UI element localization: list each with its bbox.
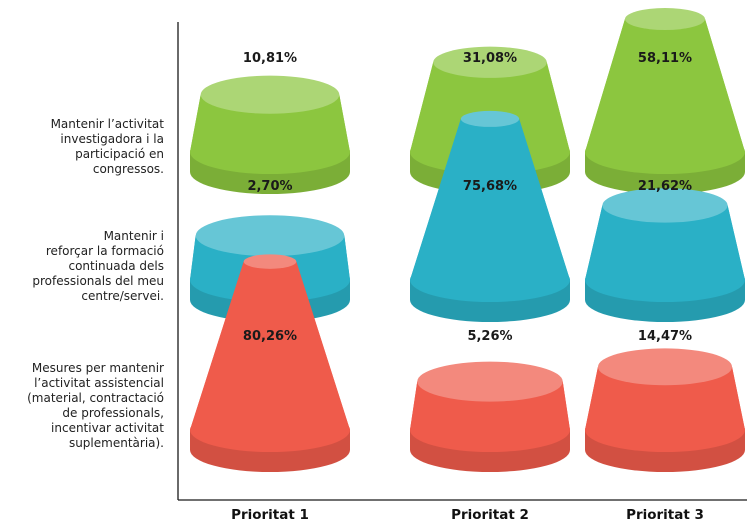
frustum-top-cap: [243, 254, 297, 269]
row-label-line: suplementària).: [69, 436, 164, 450]
value-label: 14,47%: [638, 329, 692, 344]
value-label: 75,68%: [463, 179, 517, 194]
value-label: 2,70%: [247, 179, 292, 194]
chart-shapes: [190, 8, 745, 472]
value-label: 80,26%: [243, 329, 297, 344]
frustum-2-2: [410, 110, 570, 322]
frustum-body-front: [585, 19, 745, 152]
frustum-top-cap: [460, 110, 520, 127]
frustum-top-cap: [602, 188, 728, 223]
frustum-1-1: [190, 75, 350, 194]
row-label-line: congressos.: [93, 162, 164, 176]
category-label: Prioritat 1: [231, 507, 309, 523]
frustum-body-front: [585, 366, 745, 430]
value-label: 5,26%: [467, 329, 512, 344]
row-label-line: continuada dels: [68, 259, 164, 273]
frustum-top-cap: [433, 46, 547, 78]
row-label-line: l’activitat assistencial: [34, 376, 164, 390]
frustum-top-cap: [200, 75, 340, 114]
frustum-3-1: [190, 254, 350, 472]
row-label-line: Mantenir l’activitat: [51, 117, 165, 131]
value-label: 58,11%: [638, 51, 692, 66]
frustum-top-cap: [195, 215, 345, 257]
frustum-body-front: [190, 261, 350, 430]
column-labels: Prioritat 1 Prioritat 2 Prioritat 3: [231, 507, 704, 523]
frustum-3-3: [585, 348, 745, 472]
frustum-body-front: [585, 205, 745, 280]
row-label-line: incentivar activitat: [51, 421, 164, 435]
row-label-line: professionals del meu: [32, 274, 164, 288]
row-label-line: centre/servei.: [81, 289, 164, 303]
frustum-3-2: [410, 361, 570, 472]
frustum-top-cap: [597, 348, 733, 386]
row-label-line: reforçar la formació: [46, 244, 164, 258]
value-label: 31,08%: [463, 51, 517, 66]
value-labels: 10,81% 31,08% 58,11% 2,70% 75,68% 21,62% 80,26…: [243, 51, 692, 344]
frustum-body-front: [410, 62, 570, 152]
row-label-line: Mantenir i: [104, 229, 164, 243]
category-label: Prioritat 2: [451, 507, 529, 523]
chart-axes: [177, 22, 747, 501]
value-label: 10,81%: [243, 51, 297, 66]
frustum-1-3: [585, 8, 745, 194]
category-label: Prioritat 3: [626, 507, 704, 523]
row-label-line: de professionals,: [62, 406, 164, 420]
value-label: 21,62%: [638, 179, 692, 194]
row-label-line: participació en: [75, 147, 164, 161]
row-label-line: Mesures per mantenir: [32, 361, 164, 375]
row-label-line: investigadora i la: [60, 132, 164, 146]
frustum-body-front: [410, 118, 570, 280]
frustum-2-3: [585, 188, 745, 322]
frustum-top-cap: [417, 361, 563, 402]
frustum-top-cap: [624, 8, 706, 31]
row-label-line: (material, contractació: [27, 391, 164, 405]
